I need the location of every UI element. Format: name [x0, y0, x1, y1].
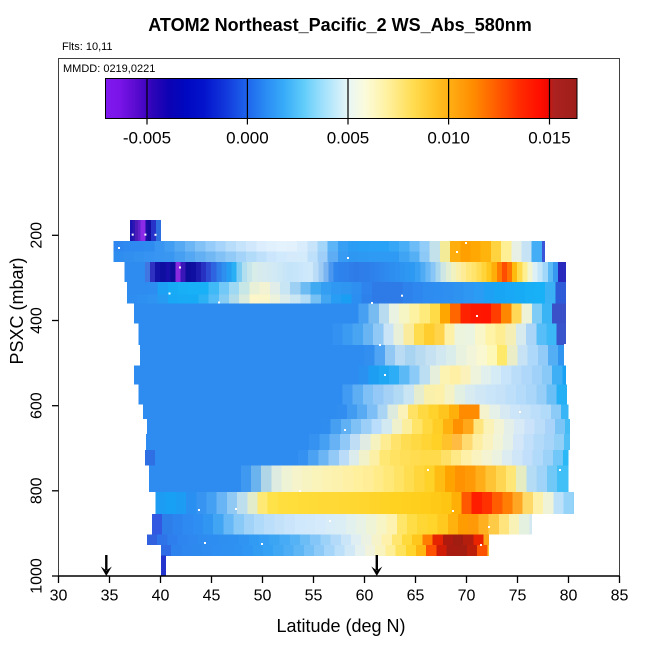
svg-text:MMDD: 0219,0221: MMDD: 0219,0221: [63, 63, 155, 75]
svg-text:ATOM2 Northeast_Pacific_2 WS_A: ATOM2 Northeast_Pacific_2 WS_Abs_580nm: [148, 15, 531, 35]
svg-text:85: 85: [611, 588, 629, 605]
svg-text:1000: 1000: [29, 558, 46, 594]
svg-text:600: 600: [29, 392, 46, 419]
svg-text:45: 45: [203, 588, 221, 605]
svg-text:400: 400: [29, 307, 46, 334]
svg-text:35: 35: [101, 588, 119, 605]
svg-text:800: 800: [29, 477, 46, 504]
svg-text:Latitude (deg N): Latitude (deg N): [276, 616, 405, 636]
svg-text:65: 65: [407, 588, 425, 605]
svg-text:0.000: 0.000: [226, 129, 269, 148]
svg-text:80: 80: [560, 588, 578, 605]
svg-text:0.015: 0.015: [528, 129, 571, 148]
svg-text:30: 30: [50, 588, 68, 605]
svg-text:75: 75: [509, 588, 527, 605]
svg-text:0.010: 0.010: [427, 129, 470, 148]
svg-text:70: 70: [458, 588, 476, 605]
svg-text:Flts: 10,11: Flts: 10,11: [62, 41, 113, 53]
svg-text:200: 200: [29, 222, 46, 249]
svg-text:PSXC (mbar): PSXC (mbar): [7, 257, 27, 364]
svg-text:40: 40: [152, 588, 170, 605]
svg-text:-0.005: -0.005: [123, 129, 171, 148]
svg-text:50: 50: [254, 588, 272, 605]
svg-text:60: 60: [356, 588, 374, 605]
svg-text:0.005: 0.005: [327, 129, 370, 148]
svg-text:55: 55: [305, 588, 323, 605]
